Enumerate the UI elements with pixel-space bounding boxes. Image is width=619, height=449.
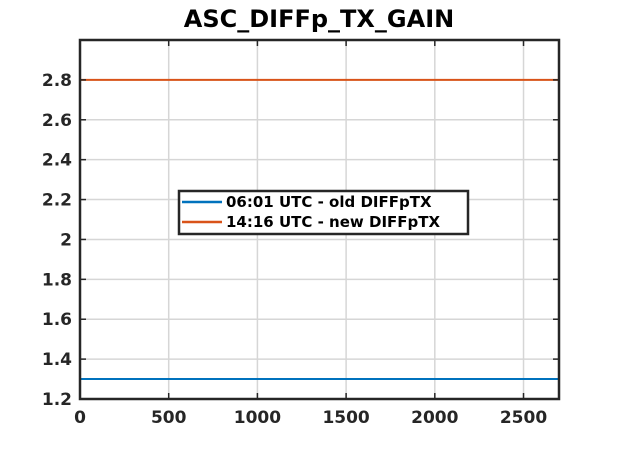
legend-label-1: 06:01 UTC - old DIFFpTX xyxy=(226,193,432,211)
y-tick-label: 2.4 xyxy=(42,151,72,171)
plot-frame xyxy=(78,38,561,401)
y-tick-label: 2.6 xyxy=(42,111,72,131)
x-tick-label: 2500 xyxy=(500,408,547,428)
x-tick-label: 0 xyxy=(74,408,86,428)
legend-box xyxy=(177,189,470,236)
x-tick-label: 1000 xyxy=(234,408,281,428)
y-tick-label: 2.8 xyxy=(42,71,72,91)
y-tick-label: 2.2 xyxy=(42,191,72,211)
x-tick-label: 2000 xyxy=(411,408,458,428)
y-tick-label: 1.8 xyxy=(42,270,72,290)
y-tick-label: 1.4 xyxy=(42,350,72,370)
y-tick-label: 2 xyxy=(60,230,72,250)
chart-title: ASC_DIFFp_TX_GAIN xyxy=(184,5,454,33)
legend: 06:01 UTC - old DIFFpTX 14:16 UTC - new D… xyxy=(177,189,470,236)
x-tick-label: 500 xyxy=(151,408,187,428)
y-tick-label: 1.6 xyxy=(42,310,72,330)
series-group xyxy=(80,78,559,381)
legend-label-2: 14:16 UTC - new DIFFpTX xyxy=(226,213,440,231)
y-tick-label: 1.2 xyxy=(42,390,72,410)
x-tick-label: 1500 xyxy=(322,408,369,428)
